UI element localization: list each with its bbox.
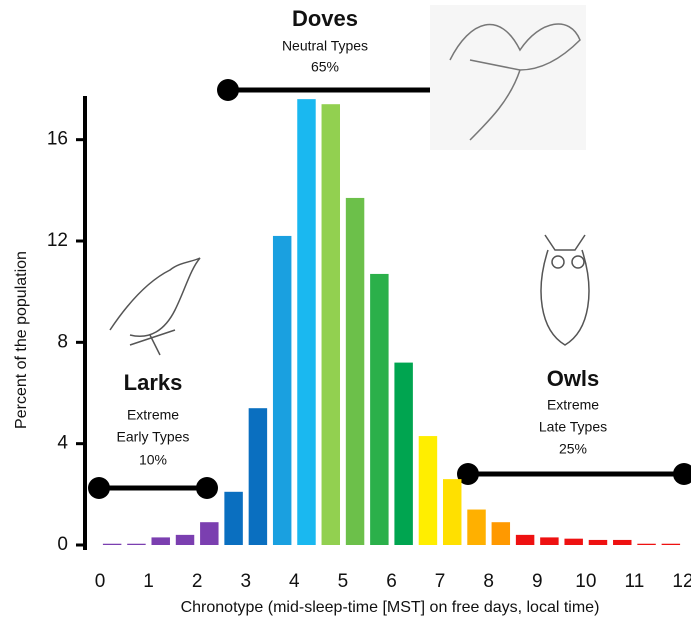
x-tick-label: 9 (532, 571, 543, 592)
doves-text: Neutral Types (282, 38, 368, 54)
larks-text2: Early Types (117, 429, 190, 445)
dot (673, 463, 691, 485)
chart: Doves Neutral Types 65% Larks Extreme Ea… (0, 0, 691, 622)
x-tick-label: 0 (95, 571, 106, 592)
y-tick-label: 12 (47, 230, 68, 251)
bar (637, 544, 655, 545)
x-tick-label: 4 (289, 571, 300, 592)
larks-title: Larks (124, 370, 183, 395)
bar (151, 537, 169, 545)
bar (613, 540, 631, 545)
dot (88, 477, 110, 499)
x-tick-label: 8 (483, 571, 494, 592)
x-tick-label: 2 (192, 571, 203, 592)
doves-share: 65% (311, 59, 339, 75)
bar (200, 522, 218, 545)
bar (492, 522, 510, 545)
x-tick-label: 3 (240, 571, 251, 592)
x-tick-label: 5 (338, 571, 349, 592)
owls-text2: Late Types (539, 419, 607, 435)
x-tick-label: 7 (435, 571, 446, 592)
y-tick-label: 8 (57, 331, 68, 352)
larks-share: 10% (139, 452, 167, 468)
y-tick-label: 0 (57, 534, 68, 555)
bar (346, 198, 364, 545)
y-axis-label: Percent of the population (13, 251, 30, 429)
bar (127, 544, 145, 545)
y-tick-label: 4 (57, 433, 68, 454)
bar (662, 544, 680, 545)
x-tick-label: 11 (625, 571, 645, 592)
bar (394, 363, 412, 545)
owls-share: 25% (559, 441, 587, 457)
larks-text: Extreme (127, 407, 179, 423)
bar (224, 492, 242, 545)
bar (103, 544, 121, 545)
x-axis-label: Chronotype (mid-sleep-time [MST] on free… (181, 599, 600, 616)
x-tick-label: 6 (386, 571, 397, 592)
bar (516, 535, 534, 545)
bar (297, 99, 315, 545)
bar (249, 408, 267, 545)
x-tick-label: 1 (143, 571, 154, 592)
y-tick-label: 16 (47, 129, 68, 150)
lark-sketch (110, 258, 200, 355)
bar (540, 537, 558, 545)
bar (564, 539, 582, 545)
page: Doves Neutral Types 65% Larks Extreme Ea… (0, 0, 691, 627)
dot (196, 477, 218, 499)
owl-sketch (541, 235, 589, 345)
bar (443, 479, 461, 545)
dot (217, 79, 239, 101)
bar (419, 436, 437, 545)
x-tick-label: 12 (672, 571, 691, 592)
bar (322, 104, 340, 545)
bar (273, 236, 291, 545)
bar (589, 540, 607, 545)
bar (176, 535, 194, 545)
owls-text: Extreme (547, 397, 599, 413)
x-tick-label: 10 (575, 571, 596, 592)
bar (370, 274, 388, 545)
doves-title: Doves (292, 6, 358, 31)
dove-sketch (430, 5, 586, 150)
bar (467, 510, 485, 545)
owls-title: Owls (547, 366, 600, 391)
